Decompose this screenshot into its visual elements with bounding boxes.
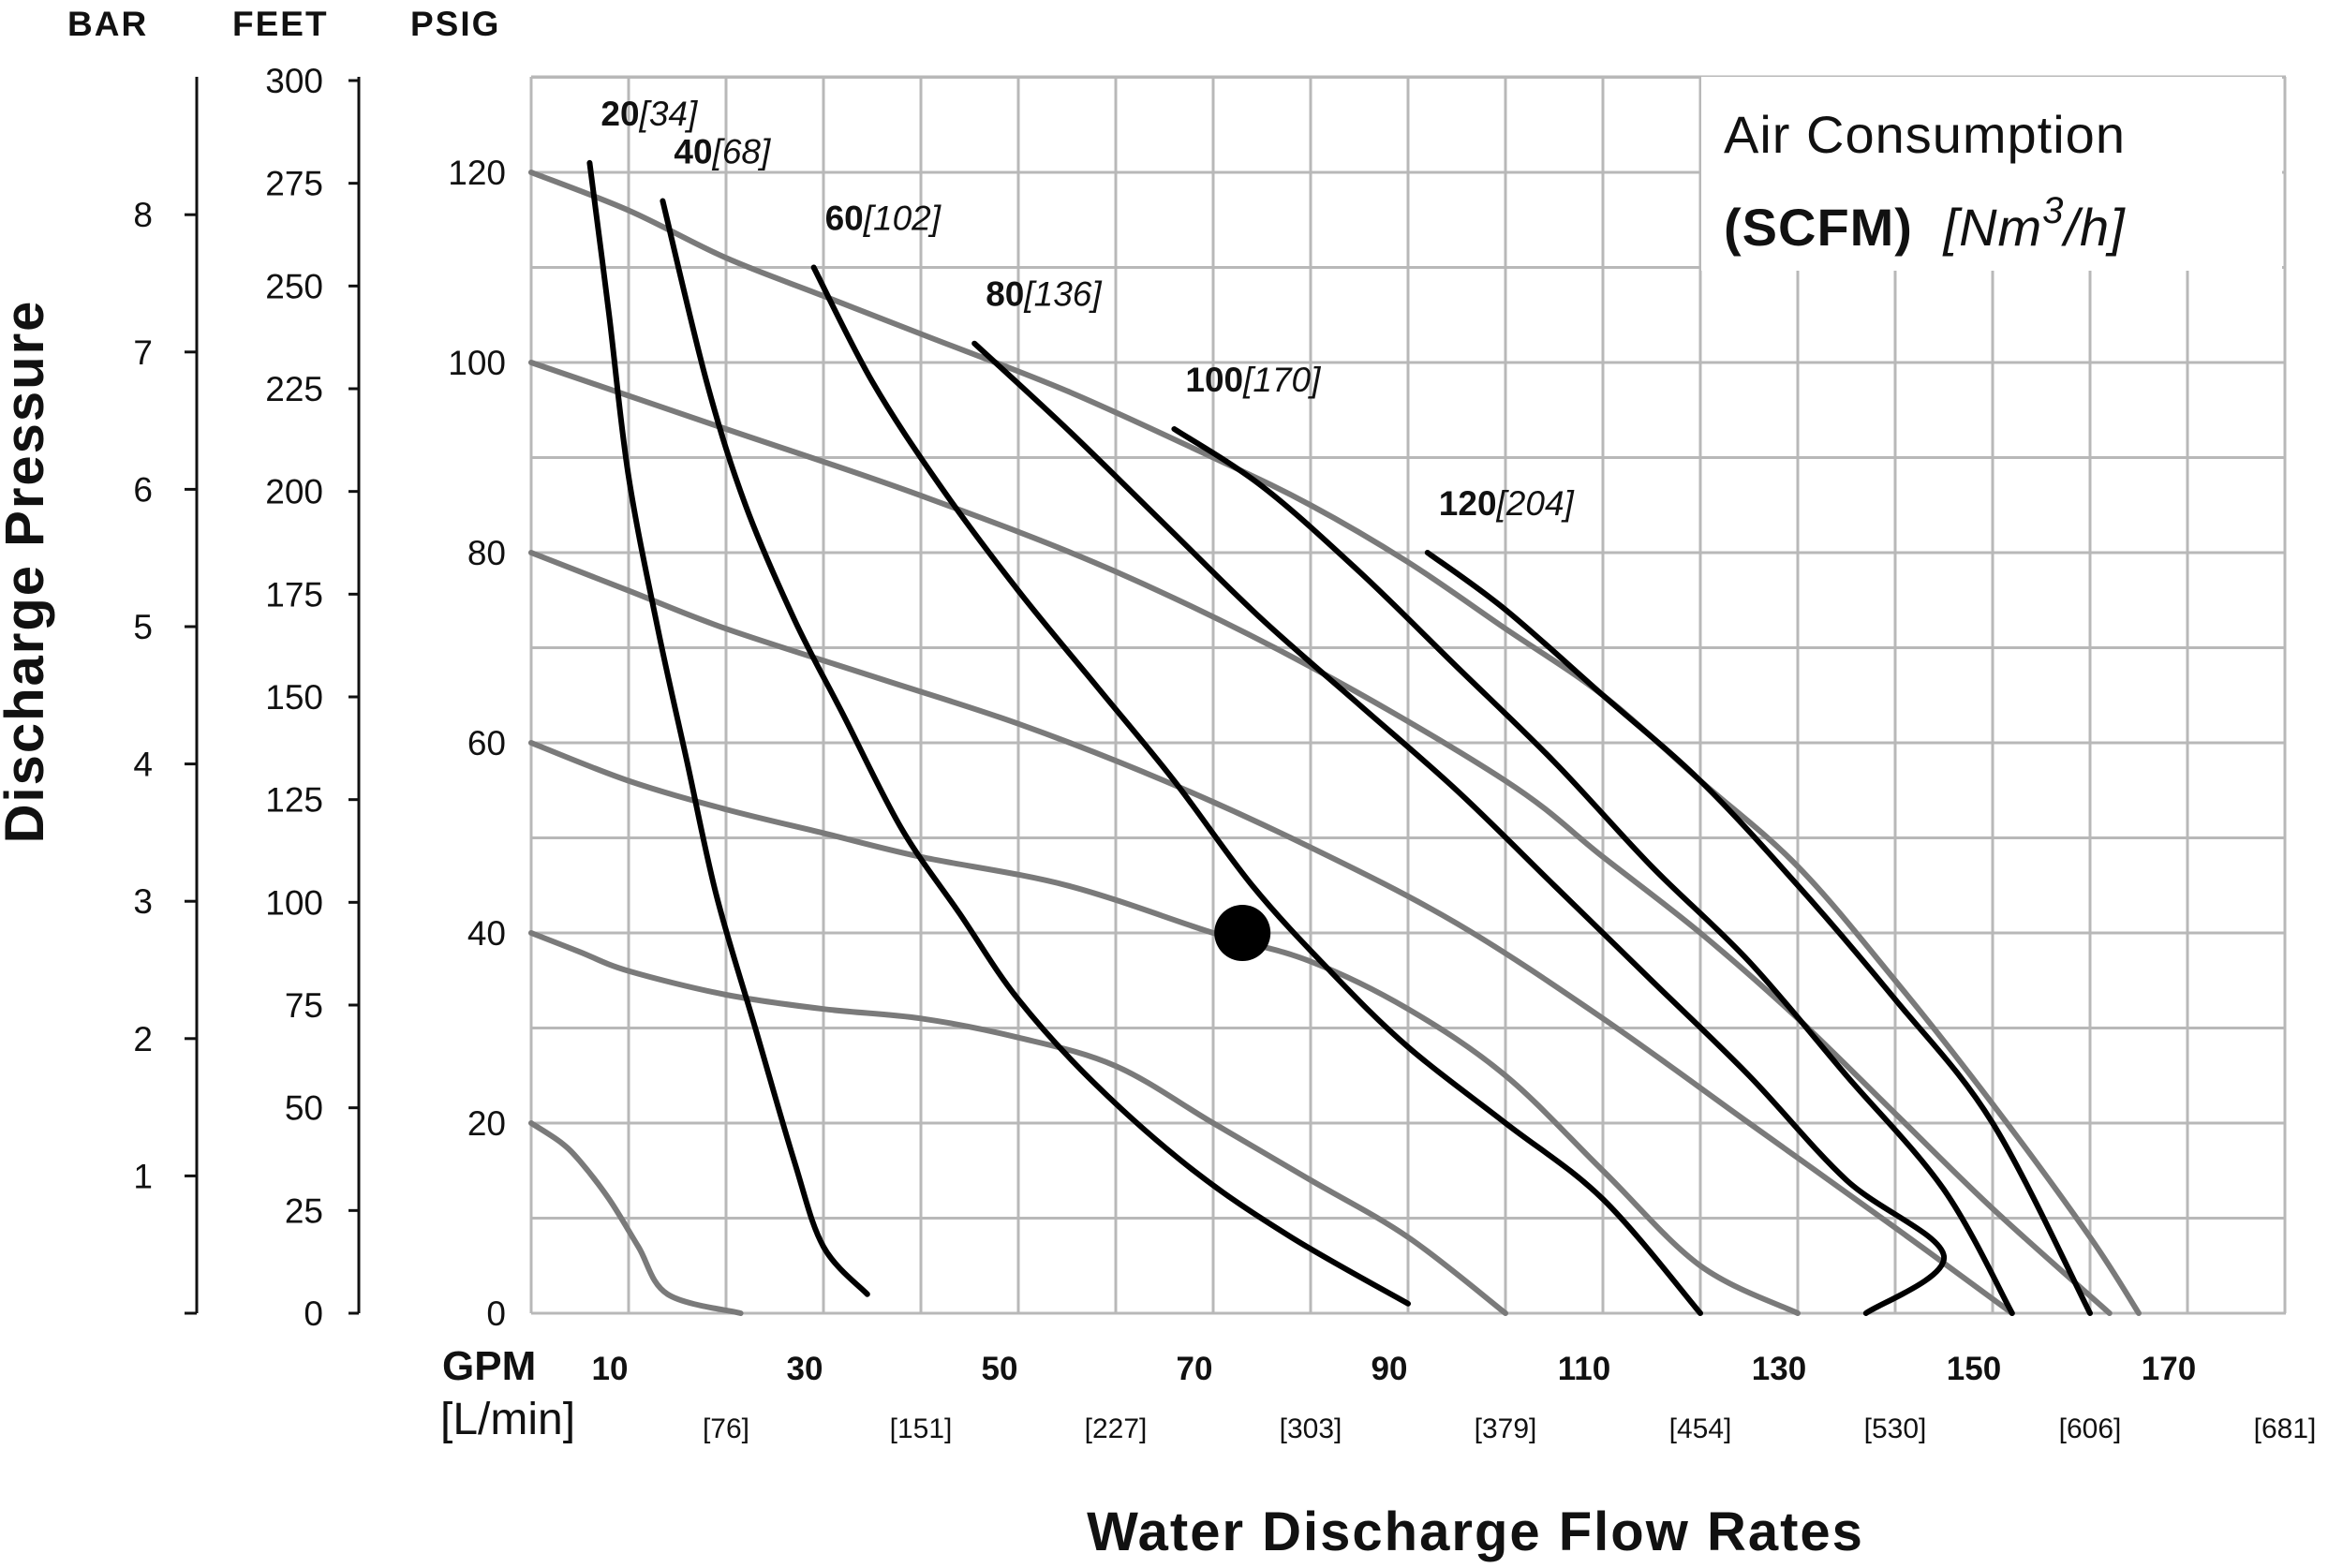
x-tick-lpm: [151] xyxy=(890,1413,953,1444)
x-tick-lpm: [379] xyxy=(1475,1413,1537,1444)
psig-tick-label: 80 xyxy=(467,534,506,572)
legend-unit-per-hour: /h] xyxy=(2060,198,2126,257)
air-consumption-curve xyxy=(660,198,1411,1307)
x-tick-lpm: [530] xyxy=(1864,1413,1927,1444)
air-consumption-curve xyxy=(586,159,870,1297)
psig-tick-label: 100 xyxy=(448,344,506,382)
feet-axis: 0 25 50 75 100 125 150 175 200 225 250 275 300 xyxy=(265,62,359,1333)
feet-tick-label: 200 xyxy=(265,473,323,511)
feet-tick-label: 175 xyxy=(265,575,323,614)
air-consumption-curves xyxy=(586,159,2093,1316)
x-tick-lpm: [454] xyxy=(1669,1413,1732,1444)
bar-tick-label: 6 xyxy=(133,470,153,509)
psig-axis: 0 20 40 60 80 100 120 xyxy=(448,154,506,1333)
x-tick-gpm: 150 xyxy=(1947,1351,2001,1387)
feet-axis-header: FEET xyxy=(232,5,329,43)
inlet-pressure-curve xyxy=(528,360,2113,1316)
air-consumption-curve xyxy=(1424,550,2093,1316)
air-consumption-label: 40[68] xyxy=(674,132,771,170)
inlet-pressure-curve xyxy=(528,740,1801,1316)
x-tick-gpm: 90 xyxy=(1372,1351,1408,1387)
air-consumption-curve xyxy=(971,340,1947,1316)
feet-tick-label: 25 xyxy=(285,1191,323,1230)
x-tick-gpm: 110 xyxy=(1558,1351,1610,1387)
bar-tick-label: 1 xyxy=(133,1157,153,1195)
x-tick-gpm: 10 xyxy=(592,1351,629,1387)
bar-tick-label: 4 xyxy=(133,746,153,784)
x-tick-gpm: 70 xyxy=(1177,1351,1213,1387)
feet-tick-label: 250 xyxy=(265,267,323,305)
x-tick-lpm: [681] xyxy=(2254,1413,2317,1444)
x-axis-title: Water Discharge Flow Rates xyxy=(1087,1501,1864,1562)
inlet-pressure-curve xyxy=(528,930,1508,1316)
psig-tick-label: 0 xyxy=(486,1294,506,1333)
feet-tick-label: 275 xyxy=(265,165,323,203)
x-tick-lpm: [303] xyxy=(1280,1413,1342,1444)
inlet-pressure-curve xyxy=(528,550,2015,1316)
x-axis-ticks: 10 [76] 30 [151] 50 [227] 70 [303] 90 [379] 110 [45… xyxy=(592,1351,2317,1444)
air-consumption-label: 80[136] xyxy=(986,275,1102,314)
y-axis-title: Discharge Pressure xyxy=(0,300,55,844)
x-unit-gpm: GPM xyxy=(442,1343,536,1389)
feet-tick-label: 225 xyxy=(265,370,323,408)
air-consumption-label: 60[102] xyxy=(825,200,942,238)
legend-unit-sup: 3 xyxy=(2042,190,2064,231)
operating-point-marker xyxy=(1214,905,1271,961)
air-consumption-curve xyxy=(1171,426,2015,1316)
bar-tick-label: 2 xyxy=(133,1020,153,1058)
inlet-pressure-curve xyxy=(528,170,2142,1316)
bar-axis-header: BAR xyxy=(67,5,148,43)
feet-tick-label: 75 xyxy=(285,986,323,1025)
psig-axis-header: PSIG xyxy=(410,5,500,43)
legend-units: (SCFM) [Nm3/h] xyxy=(1724,190,2126,257)
air-consumption-label: 120[204] xyxy=(1439,484,1575,523)
x-tick-lpm: [606] xyxy=(2059,1413,2122,1444)
feet-tick-label: 125 xyxy=(265,781,323,820)
air-consumption-label: 20[34] xyxy=(601,95,698,133)
psig-tick-label: 20 xyxy=(467,1104,506,1143)
feet-tick-label: 300 xyxy=(265,62,323,100)
legend-title: Air Consumption xyxy=(1724,105,2126,164)
chart-grid xyxy=(529,75,2287,1315)
x-tick-lpm: [227] xyxy=(1085,1413,1148,1444)
x-tick-gpm: 170 xyxy=(2142,1351,2196,1387)
bar-tick-label: 8 xyxy=(133,196,153,234)
feet-tick-label: 150 xyxy=(265,678,323,717)
x-tick-gpm: 30 xyxy=(787,1351,823,1387)
bar-tick-label: 3 xyxy=(133,882,153,921)
psig-tick-label: 40 xyxy=(467,914,506,953)
legend-box xyxy=(1701,77,2282,271)
bar-tick-label: 7 xyxy=(133,333,153,372)
inlet-pressure-curves xyxy=(528,170,2142,1316)
x-unit-lpm: [L/min] xyxy=(440,1395,575,1444)
air-consumption-curve xyxy=(810,264,1703,1316)
psig-tick-label: 120 xyxy=(448,154,506,192)
legend-unit-scfm: (SCFM) xyxy=(1724,198,1913,257)
air-consumption-label: 100[170] xyxy=(1185,361,1321,399)
feet-tick-label: 0 xyxy=(304,1294,323,1333)
air-consumption-labels: 20[34]40[68] 60[102] 80[136] 100[170] 120[20… xyxy=(601,95,1574,523)
x-tick-gpm: 50 xyxy=(982,1351,1018,1387)
legend-unit-nm: [Nm xyxy=(1942,198,2043,257)
inlet-pressure-curve xyxy=(528,1120,744,1316)
x-tick-gpm: 130 xyxy=(1752,1351,1806,1387)
bar-axis: 1 2 3 4 5 6 7 8 xyxy=(133,196,197,1315)
psig-tick-label: 60 xyxy=(467,724,506,762)
x-tick-lpm: [76] xyxy=(703,1413,749,1444)
feet-tick-label: 100 xyxy=(265,883,323,922)
feet-tick-label: 50 xyxy=(285,1089,323,1128)
bar-tick-label: 5 xyxy=(133,608,153,646)
